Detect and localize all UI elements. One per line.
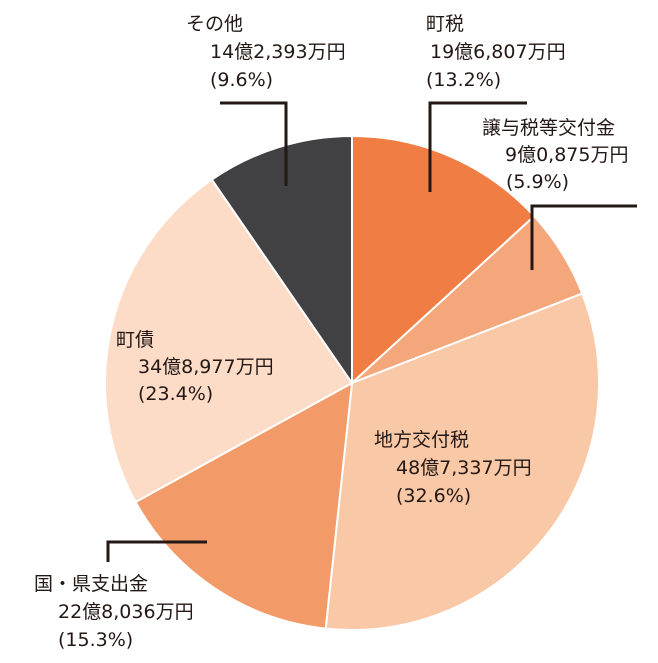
pie-slice-chihokofuzei bbox=[324, 292, 600, 631]
pie-slices bbox=[104, 134, 600, 631]
slice-amount-sonota: 14億2,393万円 bbox=[210, 41, 346, 63]
leader-line-kokken bbox=[106, 540, 207, 562]
slice-percent-sonota: (9.6%) bbox=[210, 69, 273, 91]
slice-amount-kokken: 22億8,036万円 bbox=[58, 601, 194, 623]
pie-slice-sonota bbox=[210, 134, 353, 387]
slice-percent-joyozei: (5.9%) bbox=[506, 171, 569, 193]
slice-label-chozei: 町税 bbox=[426, 13, 464, 35]
slice-percent-kokken: (15.3%) bbox=[58, 629, 133, 651]
slice-amount-joyozei: 9億0,875万円 bbox=[505, 144, 628, 166]
pie-slice-chozei bbox=[351, 134, 536, 386]
slice-label-kokken: 国・県支出金 bbox=[34, 573, 148, 595]
slice-amount-chozei: 19億6,807万円 bbox=[430, 41, 566, 63]
slice-label-joyozei: 譲与税等交付金 bbox=[482, 117, 615, 139]
slice-label-chihokofuzei: 地方交付税 bbox=[374, 429, 469, 451]
leader-line-joyozei bbox=[530, 204, 637, 270]
leader-line-sonota bbox=[220, 101, 288, 186]
leader-line-chozei bbox=[428, 101, 527, 192]
pie-slice-kokken bbox=[134, 381, 354, 630]
slice-percent-chozei: (13.2%) bbox=[426, 69, 501, 91]
slice-percent-chosai: (23.4%) bbox=[138, 383, 213, 405]
slice-percent-chihokofuzei: (32.6%) bbox=[396, 485, 471, 507]
slice-label-sonota: その他 bbox=[186, 13, 243, 35]
pie-slice-chosai bbox=[104, 178, 354, 504]
slice-amount-chosai: 34億8,977万円 bbox=[138, 356, 274, 378]
slice-amount-chihokofuzei: 48億7,337万円 bbox=[396, 457, 532, 479]
slice-label-chosai: 町債 bbox=[116, 329, 154, 351]
